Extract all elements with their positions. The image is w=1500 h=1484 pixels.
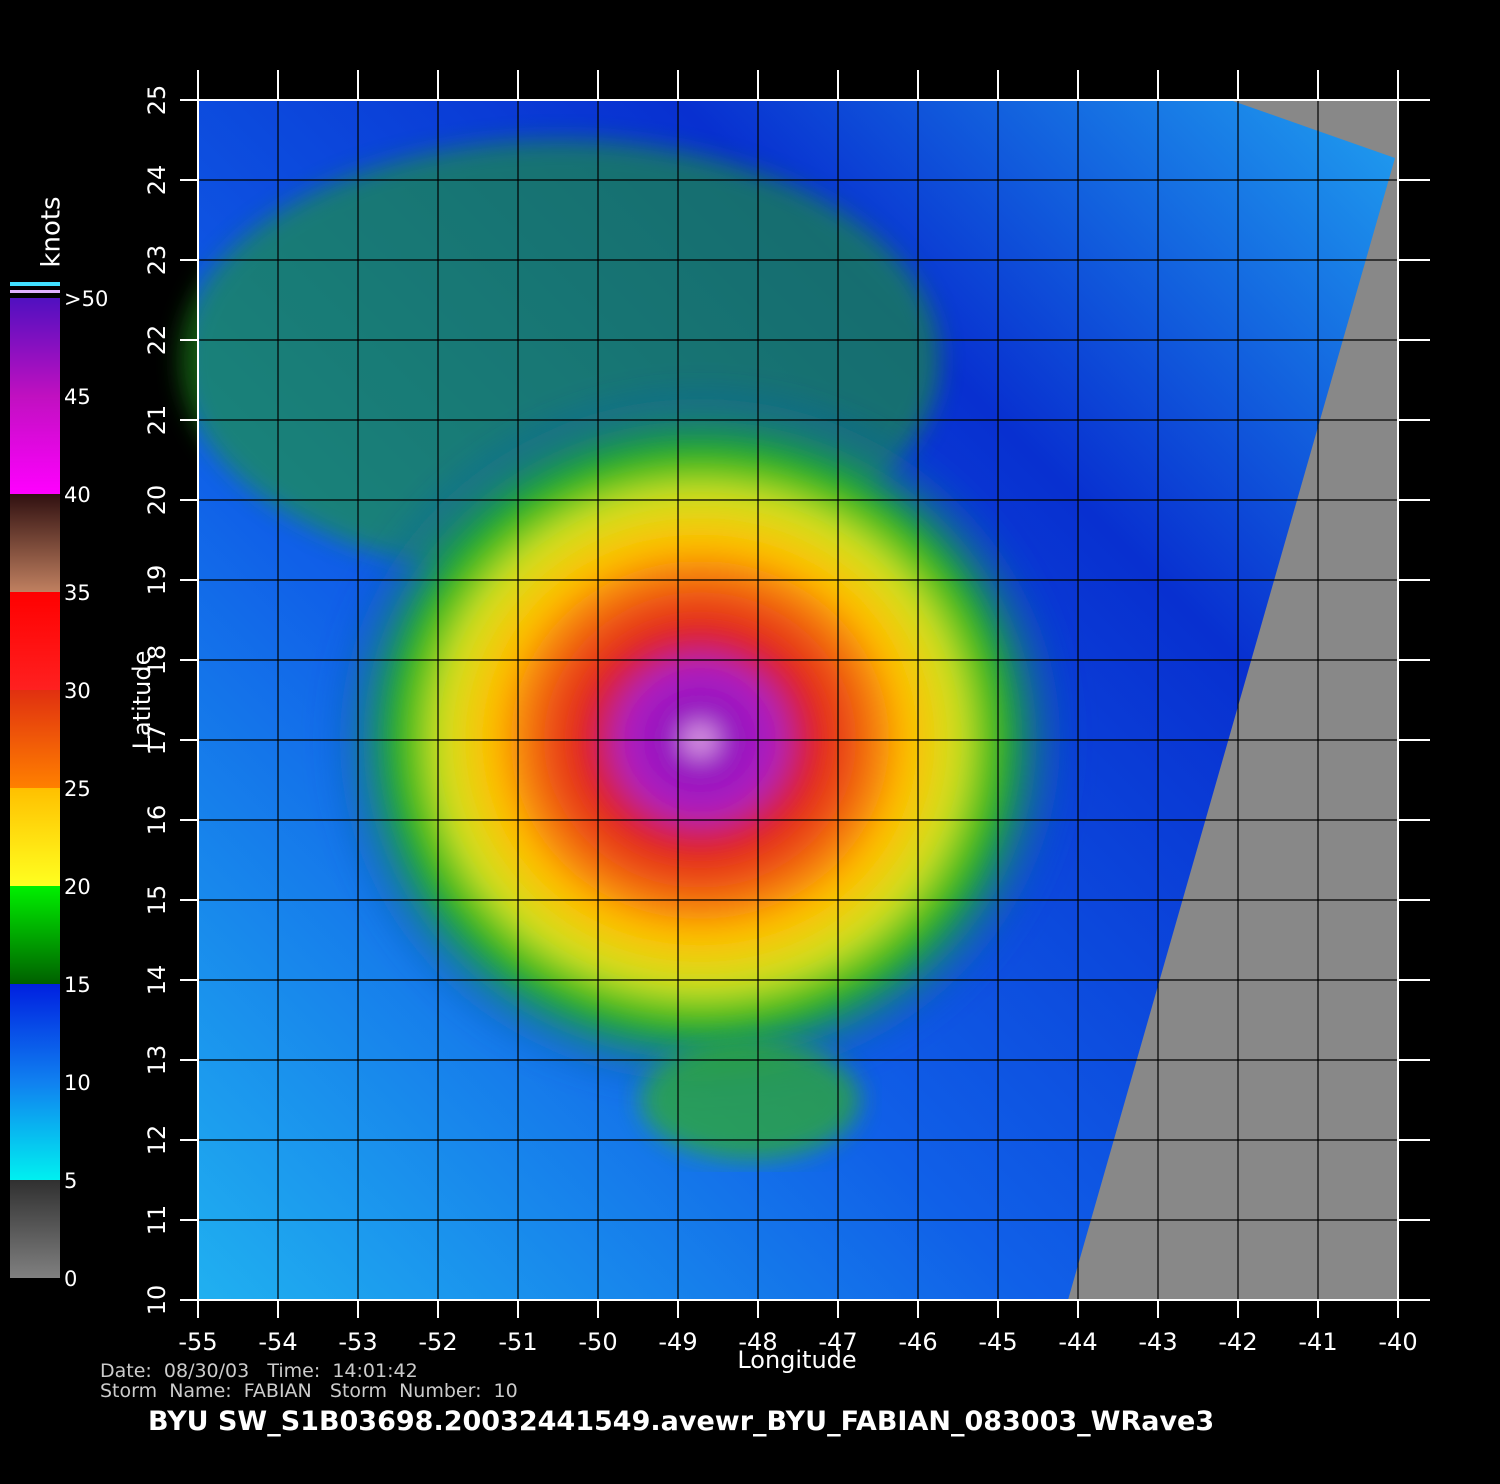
- y-tick-label: 12: [143, 1125, 171, 1156]
- y-axis-label: Latitude: [128, 651, 156, 750]
- colorbar-tick-label: 15: [64, 973, 91, 997]
- y-tick-label: 18: [143, 645, 171, 676]
- x-tick-label: -41: [1298, 1328, 1337, 1356]
- y-tick-label: 20: [143, 485, 171, 516]
- y-tick-label: 19: [143, 565, 171, 596]
- colorbar-tick-label: 40: [64, 483, 91, 507]
- x-tick-label: -50: [578, 1328, 617, 1356]
- x-tick-label: -54: [258, 1328, 297, 1356]
- y-tick-label: 17: [143, 725, 171, 756]
- y-tick-label: 23: [143, 245, 171, 276]
- y-tick-label: 13: [143, 1045, 171, 1076]
- x-tick-label: -45: [978, 1328, 1017, 1356]
- colorbar-label: knots: [37, 196, 67, 267]
- colorbar-tick-label: 45: [64, 385, 91, 409]
- plot-frame: [197, 99, 1399, 1301]
- y-tick-label: 11: [143, 1205, 171, 1236]
- y-tick-label: 14: [143, 965, 171, 996]
- info-line: Storm Name: FABIAN Storm Number: 10: [100, 1380, 518, 1402]
- x-tick-label: -47: [818, 1328, 857, 1356]
- y-tick-label: 15: [143, 885, 171, 916]
- wind-imagery: [180, 100, 1398, 1300]
- x-tick-label: -55: [178, 1328, 217, 1356]
- x-tick-label: -51: [498, 1328, 537, 1356]
- y-tick-label: 16: [143, 805, 171, 836]
- x-tick-label: -48: [738, 1328, 777, 1356]
- colorbar: [10, 298, 60, 1278]
- x-axis-label: Longitude: [737, 1346, 856, 1374]
- info-line: Date: 08/30/03 Time: 14:01:42: [100, 1360, 418, 1382]
- y-tick-label: 24: [143, 165, 171, 196]
- colorbar-tick-label: 25: [64, 777, 91, 801]
- x-tick-label: -46: [898, 1328, 937, 1356]
- colorbar-cap: [10, 290, 60, 293]
- colorbar-tick-label: >50: [64, 287, 108, 311]
- title: BYU SW_S1B03698.20032441549.avewr_BYU_FA…: [148, 1406, 1214, 1437]
- x-tick-label: -53: [338, 1328, 377, 1356]
- y-tick-label: 21: [143, 405, 171, 436]
- colorbar-tick-label: 10: [64, 1071, 91, 1095]
- y-tick-label: 25: [143, 85, 171, 116]
- colorbar-tick-label: 30: [64, 679, 91, 703]
- y-tick-label: 22: [143, 325, 171, 356]
- colorbar-tick-label: 0: [64, 1267, 77, 1291]
- colorbar-tick-label: 35: [64, 581, 91, 605]
- colorbar-tick-label: 20: [64, 875, 91, 899]
- colorbar-cap: [10, 282, 60, 286]
- colorbar-tick-label: 5: [64, 1169, 77, 1193]
- x-tick-label: -43: [1138, 1328, 1177, 1356]
- x-tick-label: -52: [418, 1328, 457, 1356]
- x-tick-label: -40: [1378, 1328, 1417, 1356]
- x-tick-label: -49: [658, 1328, 697, 1356]
- x-tick-label: -42: [1218, 1328, 1257, 1356]
- y-tick-label: 10: [143, 1285, 171, 1316]
- x-tick-label: -44: [1058, 1328, 1097, 1356]
